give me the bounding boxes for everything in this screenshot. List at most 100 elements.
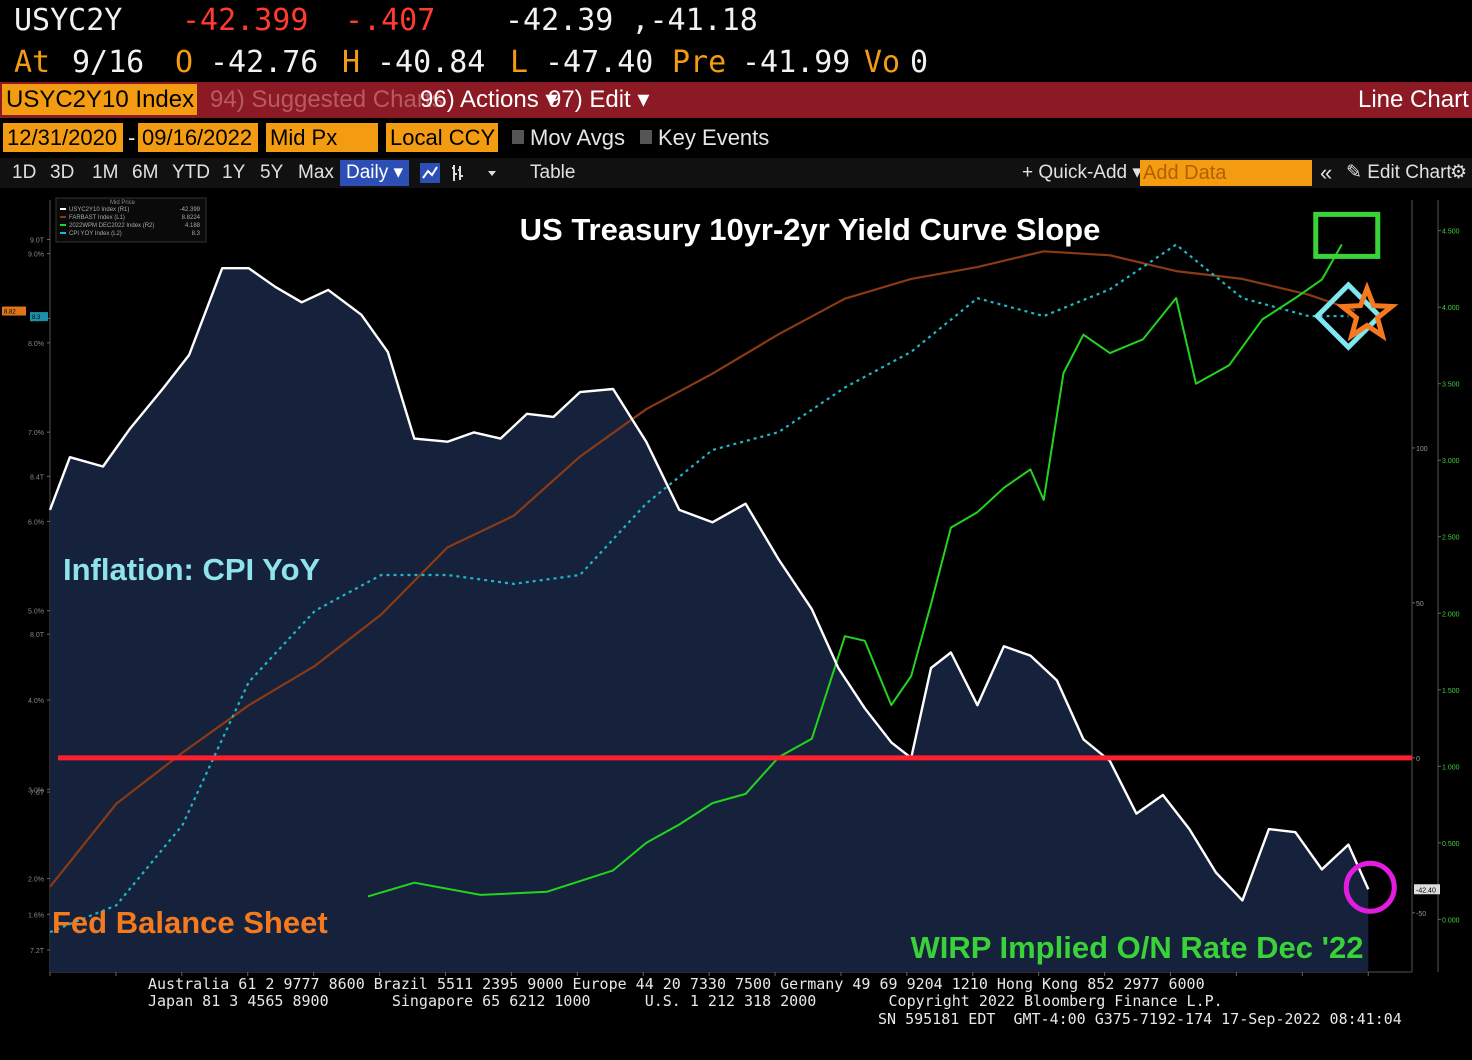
legend-header: Mid Price (110, 200, 136, 206)
yield-last-value-tag (1414, 884, 1440, 895)
bar-chart-icon[interactable] (452, 165, 463, 181)
chart-series: -42.40 8.3 8.82 (2, 243, 1440, 972)
period-6m[interactable]: 6M (132, 162, 159, 183)
legend-series-value: -42.399 (180, 207, 201, 213)
yield-curve-axis-tick-label: -50 (1416, 911, 1426, 918)
fed-axis-tick-label: 7.2T (30, 948, 45, 955)
wirp-line (367, 243, 1343, 898)
quick-add-button[interactable]: + Quick-Add ▾ (1022, 162, 1142, 183)
cpi-axis-tick-label: 8.0% (28, 341, 44, 348)
wirp-latest-marker (1313, 211, 1381, 259)
edit-chart-button[interactable]: ✎ Edit Chart (1346, 162, 1452, 183)
mov-avgs-checkbox[interactable] (512, 130, 524, 144)
quote-vol: 0 (910, 45, 929, 80)
date-range-dash: - (128, 125, 136, 150)
table-button[interactable]: Table (530, 162, 576, 183)
gear-icon[interactable]: ⚙ (1450, 162, 1468, 183)
legend-series-name: USYC2Y10 Index (R1) (69, 207, 129, 213)
key-events-label[interactable]: Key Events (658, 125, 770, 150)
footer-contacts-line1: Australia 61 2 9777 8600 Brazil 5511 239… (148, 975, 1205, 993)
legend-series-value: 8.8224 (182, 215, 201, 221)
quote-low: -47.40 (545, 45, 654, 80)
quote-last: -42.399 (182, 3, 309, 38)
fed-last-value-text: 8.82 (4, 310, 16, 316)
quote-low-label: L (510, 45, 529, 80)
actions-menu[interactable]: 96) Actions ▾ (420, 86, 558, 113)
fed-axis-tick-label: 8.4T (30, 474, 45, 481)
period-3d[interactable]: 3D (50, 162, 75, 183)
mov-avgs-label[interactable]: Mov Avgs (530, 125, 625, 150)
yield-last-value-text: -42.40 (1416, 887, 1436, 894)
yield-curve-axis-tick-label: 50 (1416, 601, 1424, 608)
chevron-down-icon[interactable] (488, 171, 496, 176)
legend-box (55, 197, 207, 243)
period-5y[interactable]: 5Y (260, 162, 284, 183)
period-ytd[interactable]: YTD (172, 162, 210, 183)
end-date-field[interactable]: 09/16/2022 (138, 123, 258, 152)
quote-change: -.407 (345, 3, 436, 38)
edit-chart-label: Edit Chart (1367, 162, 1452, 183)
period-1m[interactable]: 1M (92, 162, 119, 183)
chart-annotation-markers (1313, 211, 1399, 914)
start-date-field[interactable]: 12/31/2020 (3, 123, 123, 152)
chart-title: US Treasury 10yr-2yr Yield Curve Slope (520, 212, 1101, 247)
yield-latest-marker (1343, 860, 1397, 914)
cpi-axis-tick-label: 7.0% (28, 430, 44, 437)
chart-type-label: Line Chart (1358, 86, 1469, 113)
command-bar: USYC2Y10 Index 94) Suggested Charts 96) … (0, 82, 1472, 118)
period-1d[interactable]: 1D (12, 162, 37, 183)
wirp-axis-tick-label: 2.500 (1442, 535, 1460, 542)
price-field-select[interactable]: Mid Px (266, 123, 378, 152)
fed-balance-line (49, 250, 1356, 888)
line-chart-icon-glyph (422, 166, 438, 179)
suggested-charts-button[interactable]: 94) Suggested Charts (210, 86, 444, 113)
cpi-last-value-tag (30, 312, 48, 322)
edit-menu[interactable]: 97) Edit ▾ (548, 86, 650, 113)
quote-high-label: H (342, 45, 361, 80)
security-input[interactable]: USYC2Y10 Index (2, 84, 197, 115)
quote-pre-label: Pre (672, 45, 727, 80)
period-max[interactable]: Max (298, 162, 334, 183)
cpi-label: Inflation: CPI YoY (63, 552, 321, 587)
cpi-axis-tick-label: 1.6% (28, 912, 44, 919)
fed-balance-label: Fed Balance Sheet (52, 905, 328, 940)
wirp-axis-tick-label: 3.500 (1442, 382, 1460, 389)
quote-date: 9/16 (72, 45, 145, 80)
quote-open-label: O (175, 45, 194, 80)
fed-axis-tick-label: 9.0T (30, 237, 45, 244)
legend-series-name: FARBAST Index (L1) (69, 215, 125, 221)
quote-vol-label: Vo (864, 45, 901, 80)
quote-ticker: USYC2Y (14, 3, 123, 38)
chart-area: 1.6% 2.0% 3.0% 4.0% 5.0% 6.0% 7.0% 8.0% 9.0% 7.2T… (0, 190, 1472, 977)
key-events-checkbox[interactable] (640, 130, 652, 144)
wirp-axis-tick-label: 2.000 (1442, 611, 1460, 618)
wirp-axis-tick-label: 0.000 (1442, 917, 1460, 924)
quote-at-label: At (14, 45, 51, 80)
footer-session-line: SN 595181 EDT GMT-4:00 G375-7192-174 17-… (878, 1010, 1402, 1028)
period-bar: 1D 3D 1M 6M YTD 1Y 5Y Max Daily ▾ Table … (0, 158, 1472, 188)
yield-curve-line (48, 266, 1370, 902)
fed-latest-marker (1335, 281, 1399, 342)
add-data-input[interactable]: Add Data (1140, 160, 1312, 186)
currency-select[interactable]: Local CCY (386, 123, 498, 152)
period-1y[interactable]: 1Y (222, 162, 246, 183)
quote-high: -40.84 (377, 45, 486, 80)
legend-series-value: 4.188 (185, 223, 201, 229)
wirp-axis-tick-label: 3.000 (1442, 458, 1460, 465)
quote-bid-ask: -42.39 ,-41.18 (505, 3, 758, 38)
fed-last-value-tag (2, 306, 26, 316)
date-range-bar: 12/31/2020 - 09/16/2022 Mid Px Local CCY… (0, 120, 1472, 156)
cpi-axis-tick-label: 2.0% (28, 877, 44, 884)
frequency-select[interactable]: Daily ▾ (340, 160, 410, 186)
legend-series-name: 2022WPM DEC2022 Index (R2) (69, 223, 154, 229)
cpi-axis-tick-label: 3.0% (28, 787, 44, 794)
wirp-axis-tick-label: 4.000 (1442, 305, 1460, 312)
fed-axis-tick-label: 8.0T (30, 632, 45, 639)
wirp-axis-tick-label: 4.500 (1442, 229, 1460, 236)
cpi-axis-tick-label: 9.0% (28, 252, 44, 259)
legend-series-value: 8.3 (192, 231, 201, 237)
wirp-axis-tick-label: 0.500 (1442, 841, 1460, 848)
collapse-chevrons-icon[interactable]: « (1320, 160, 1333, 185)
legend-series-name: CPI YOY Index (L2) (69, 231, 122, 237)
